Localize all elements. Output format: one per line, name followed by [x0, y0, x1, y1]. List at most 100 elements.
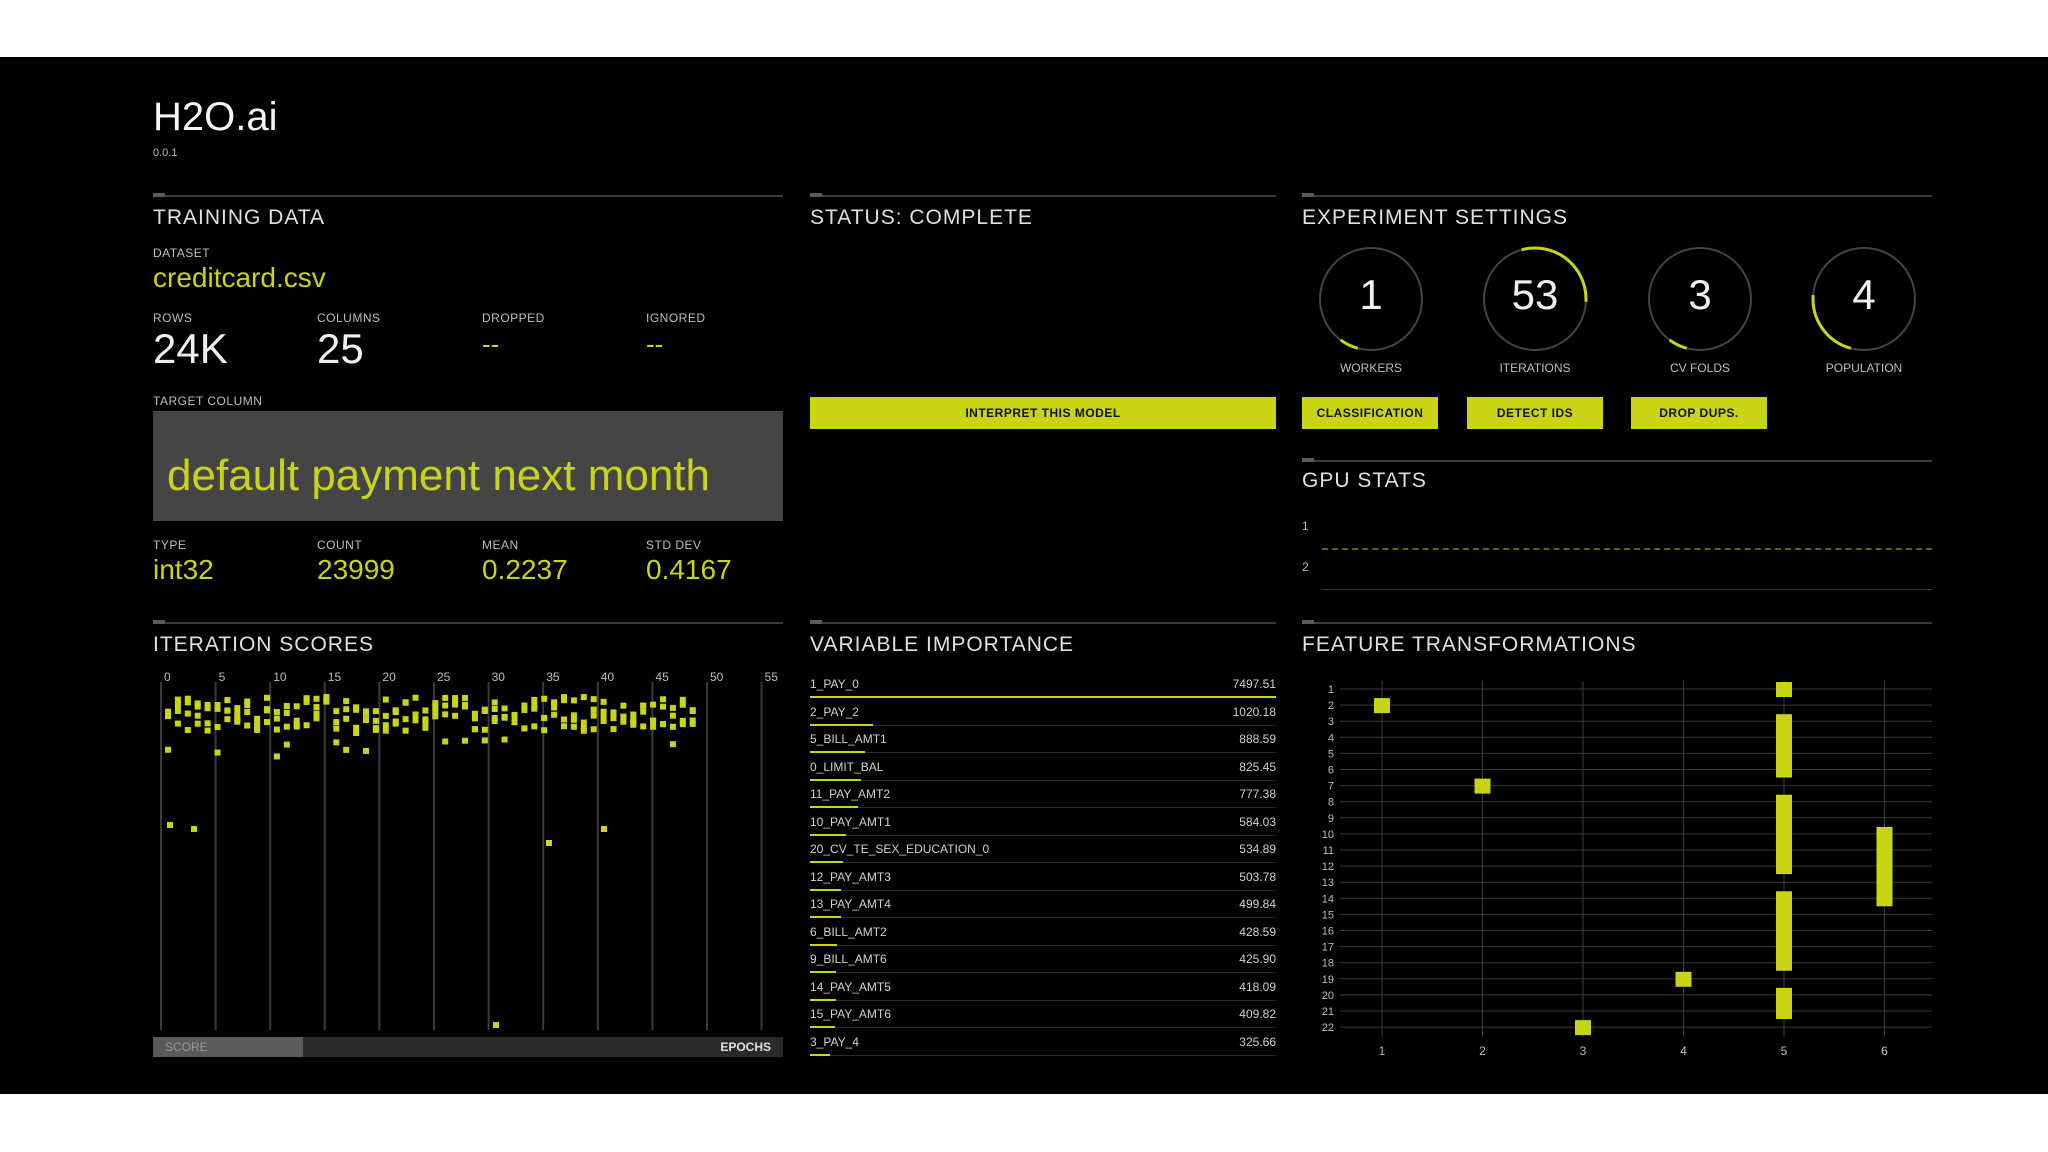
feature-transformation-cell[interactable]	[1876, 826, 1893, 907]
dial-label: ITERATIONS	[1499, 361, 1571, 375]
score-point	[372, 708, 379, 715]
score-point	[620, 702, 627, 709]
feature-transformation-cell[interactable]	[1776, 794, 1792, 875]
score-point	[481, 726, 488, 733]
score-label: SCORE	[165, 1040, 208, 1054]
variable-importance-value: 825.45	[1239, 759, 1276, 774]
score-point	[491, 705, 498, 712]
feature-y-tick: 21	[1322, 1006, 1334, 1018]
score-point	[303, 695, 310, 702]
score-point	[204, 705, 211, 712]
variable-importance-row[interactable]: 2_PAY_2 1020.18	[810, 698, 1276, 726]
score-point	[273, 715, 280, 722]
variable-importance-row[interactable]: 12_PAY_AMT3 503.78	[810, 863, 1276, 891]
variable-importance-row[interactable]: 13_PAY_AMT4 499.84	[810, 890, 1276, 918]
epochs-label[interactable]: EPOCHS	[720, 1040, 771, 1054]
score-point	[234, 705, 241, 712]
score-point	[422, 724, 429, 731]
variable-importance-row[interactable]: 10_PAY_AMT1 584.03	[810, 808, 1276, 836]
target-column-box[interactable]: default payment next month	[153, 411, 783, 521]
dial-ring	[1811, 246, 1917, 352]
variable-importance-row[interactable]: 11_PAY_AMT2 777.38	[810, 780, 1276, 808]
feature-transformation-cell[interactable]	[1575, 1020, 1591, 1036]
variable-importance-row[interactable]: 5_BILL_AMT1 888.59	[810, 725, 1276, 753]
score-point	[462, 694, 468, 701]
score-point	[372, 717, 379, 724]
detect-ids-button[interactable]: DETECT IDS	[1467, 397, 1603, 429]
stat-value: 25	[317, 325, 364, 372]
variable-importance-row[interactable]: 3_PAY_4 325.66	[810, 1028, 1276, 1056]
score-point	[452, 712, 459, 719]
feature-x-tick: 1	[1379, 1044, 1386, 1057]
dataset-name: creditcard.csv	[153, 262, 326, 293]
score-point	[669, 723, 676, 730]
score-point	[679, 717, 686, 724]
variable-importance-row[interactable]: 0_LIMIT_BAL 825.45	[810, 753, 1276, 781]
score-point	[214, 724, 221, 731]
score-point	[452, 695, 459, 702]
feature-transformation-cell[interactable]	[1776, 891, 1792, 971]
score-point	[165, 746, 171, 753]
score-point	[412, 694, 419, 701]
variable-importance-value: 1020.18	[1232, 704, 1276, 719]
score-point	[600, 713, 607, 720]
score-point	[283, 702, 290, 709]
score-point	[660, 721, 666, 728]
variable-importance-bar	[810, 971, 837, 973]
score-point	[601, 826, 607, 832]
feature-y-tick: 20	[1322, 990, 1334, 1002]
dial-label: POPULATION	[1825, 361, 1903, 375]
score-point	[194, 712, 201, 719]
score-point	[481, 706, 488, 713]
variable-importance-value: 418.09	[1239, 979, 1276, 994]
gpu-title: GPU STATS	[1302, 469, 1427, 492]
score-point	[452, 701, 459, 708]
feature-transformation-cell[interactable]	[1776, 714, 1792, 778]
score-point	[363, 710, 369, 717]
feature-transformation-cell[interactable]	[1776, 682, 1792, 697]
feature-transformation-cell[interactable]	[1776, 987, 1792, 1019]
score-point	[372, 725, 379, 732]
variable-importance-row[interactable]: 20_CV_TE_SEX_EDUCATION_0 534.89	[810, 835, 1276, 863]
score-point	[293, 717, 300, 724]
variable-importance-row[interactable]: 9_BILL_AMT6 425.90	[810, 945, 1276, 973]
target-stat-label: TYPE	[153, 538, 187, 552]
score-toggle[interactable]: SCORE	[153, 1037, 303, 1057]
drop-dups-button[interactable]: DROP DUPS.	[1631, 397, 1767, 429]
score-point	[174, 696, 181, 703]
feature-transformation-cell[interactable]	[1374, 698, 1390, 714]
feature-transformation-cell[interactable]	[1675, 971, 1692, 987]
score-point	[184, 699, 191, 706]
variable-importance-row[interactable]: 1_PAY_0 7497.51	[810, 670, 1276, 698]
variable-importance-row[interactable]: 6_BILL_AMT2 428.59	[810, 918, 1276, 946]
score-point	[382, 696, 389, 703]
variable-importance-row[interactable]: 14_PAY_AMT5 418.09	[810, 973, 1276, 1001]
epoch-tick-label: 20	[382, 670, 396, 684]
variable-importance-bar	[810, 833, 847, 836]
score-point	[590, 712, 597, 719]
gpu-row-label: 2	[1302, 560, 1309, 574]
variable-importance-row[interactable]: 15_PAY_AMT6 409.82	[810, 1000, 1276, 1028]
classification-button[interactable]: CLASSIFICATION	[1302, 397, 1438, 429]
variable-importance-value: 425.90	[1239, 952, 1276, 966]
score-point	[669, 704, 676, 711]
dial-progress	[1318, 246, 1424, 352]
variable-importance-bar	[810, 1026, 836, 1028]
score-point	[679, 721, 686, 728]
score-point	[194, 700, 201, 707]
feature-y-tick: 13	[1322, 877, 1334, 889]
interpret-model-button[interactable]: INTERPRET THIS MODEL	[810, 397, 1276, 429]
score-point	[610, 712, 617, 719]
score-point	[382, 727, 389, 734]
variable-name: 3_PAY_4	[810, 1034, 859, 1049]
score-point	[293, 703, 300, 710]
score-point	[630, 711, 637, 718]
dial-value: 3	[1688, 271, 1712, 318]
score-point	[531, 702, 538, 709]
status-rule	[810, 193, 1276, 197]
target-stat-value: 0.2237	[482, 554, 568, 585]
feature-y-tick: 19	[1322, 974, 1334, 986]
feature-transformation-cell[interactable]	[1474, 778, 1491, 794]
score-point	[570, 723, 577, 730]
